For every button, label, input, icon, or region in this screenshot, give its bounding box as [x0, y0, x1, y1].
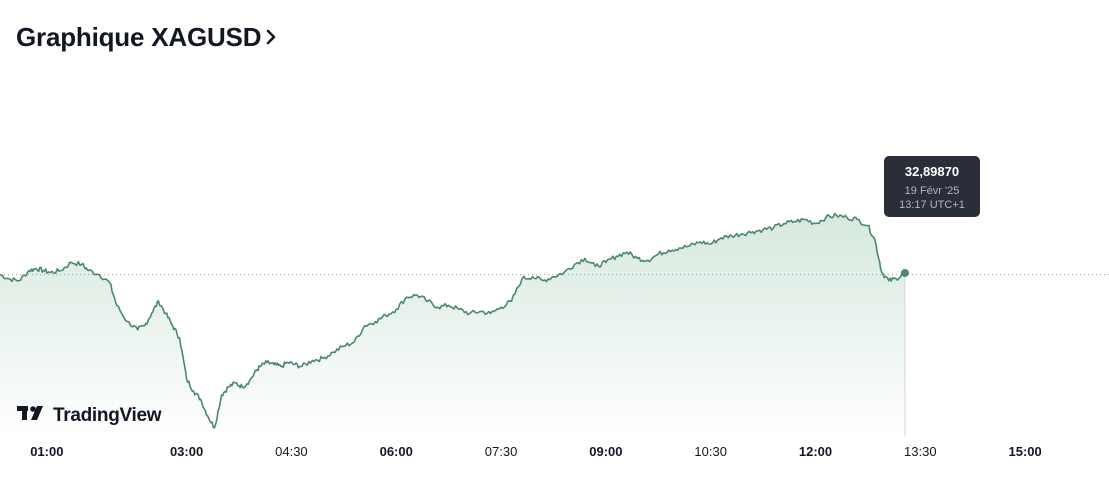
chart-title: Graphique XAGUSD: [16, 22, 262, 52]
tradingview-logo-text: TradingView: [53, 404, 162, 426]
x-axis-tick-label: 09:00: [589, 444, 622, 459]
crosshair-marker: [900, 268, 909, 277]
chevron-right-icon: [265, 28, 277, 51]
tooltip-date: 19 Févr '25: [904, 185, 960, 197]
x-axis-tick-label: 13:30: [904, 444, 937, 459]
x-axis-tick-label: 12:00: [799, 444, 832, 459]
x-axis-tick-label: 07:30: [485, 444, 518, 459]
x-axis-tick-label: 04:30: [275, 444, 308, 459]
chart-title-link[interactable]: Graphique XAGUSD: [16, 22, 277, 53]
price-line: [0, 212, 906, 429]
x-axis-tick-label: 10:30: [694, 444, 727, 459]
tradingview-logo-icon: [17, 404, 47, 427]
x-axis-tick-label: 03:00: [170, 444, 203, 459]
price-area-fill: [0, 213, 905, 436]
tooltip-time: 13:17 UTC+1: [899, 199, 965, 211]
tradingview-logo[interactable]: TradingView: [17, 404, 162, 427]
price-tooltip: 32,89870 19 Févr '25 13:17 UTC+1: [884, 156, 980, 217]
x-axis-tick-label: 15:00: [1009, 444, 1042, 459]
x-axis-tick-label: 06:00: [380, 444, 413, 459]
tooltip-price: 32,89870: [904, 164, 960, 179]
x-axis-tick-label: 01:00: [30, 444, 63, 459]
